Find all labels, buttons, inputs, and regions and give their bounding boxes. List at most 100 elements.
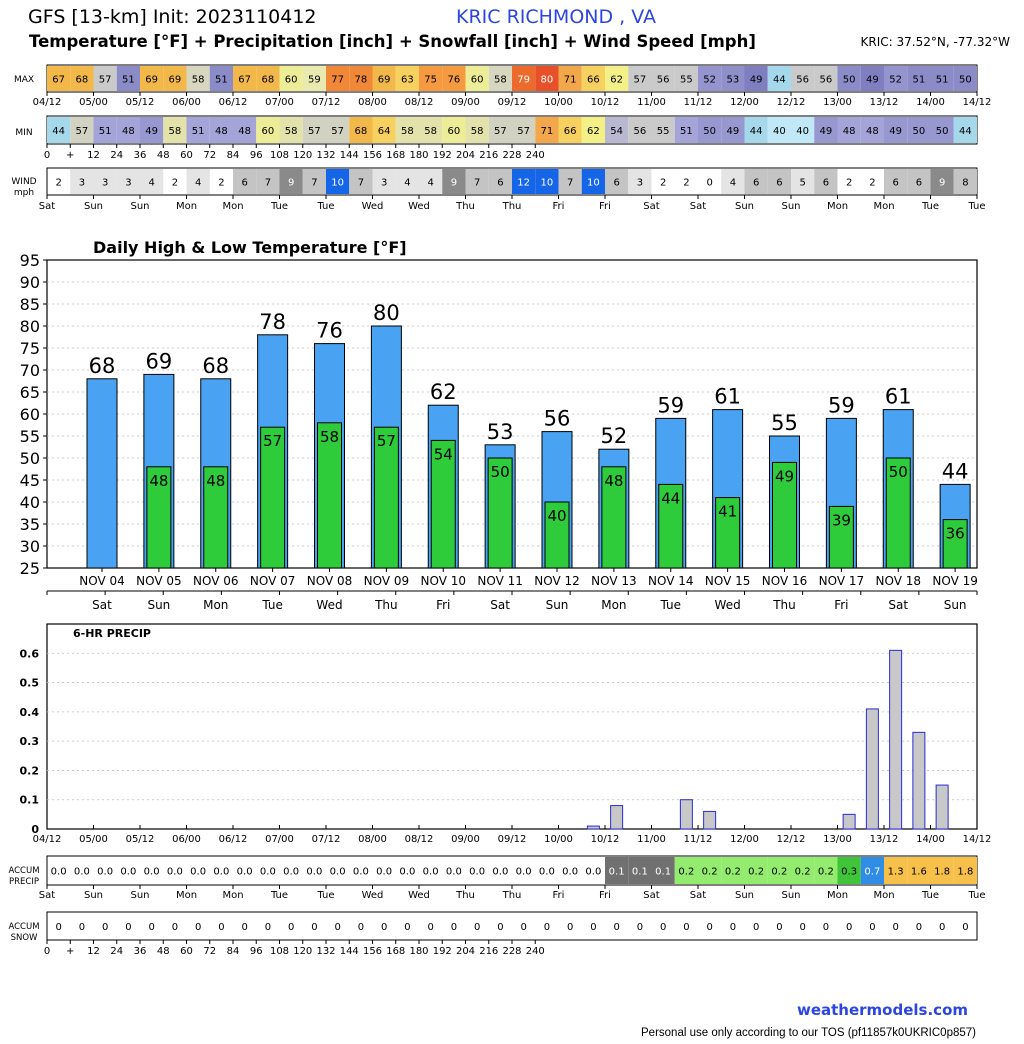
low-temp-bar: [430, 439, 456, 569]
min-strip-hour-label: 48: [157, 150, 170, 161]
min-strip-cell: [302, 117, 326, 143]
low-temp-bar: [203, 466, 229, 569]
min-strip-hour-label: 84: [227, 150, 240, 161]
wind-strip-value: 4: [195, 178, 201, 189]
temp-y-label: 30: [20, 537, 40, 556]
accum-snow-strip-value: 0: [195, 922, 201, 933]
min-strip-cell: [558, 117, 582, 143]
min-strip-value: 51: [192, 126, 205, 137]
high-temp-label: 62: [430, 380, 457, 404]
max-strip-value: 58: [192, 75, 205, 86]
accum-precip-strip-cell: [605, 857, 629, 884]
low-temp-bar: [601, 466, 627, 569]
site-link[interactable]: weathermodels.com: [796, 1001, 968, 1019]
temp-y-label: 40: [20, 493, 40, 512]
wind-strip-cell: [302, 169, 326, 194]
temp-x-label: NOV 16: [762, 574, 808, 588]
accum-precip-strip-value: 0.1: [655, 867, 671, 878]
max-strip-date-label: 06/12: [219, 97, 248, 108]
min-strip-value: 58: [285, 126, 298, 137]
precip-x-label: 11/00: [637, 834, 666, 845]
accum-snow-hour-label: 204: [456, 946, 475, 957]
accum-snow-strip-value: 0: [148, 922, 154, 933]
max-strip-cell: [605, 66, 629, 91]
wind-strip-value: 6: [497, 178, 503, 189]
low-temp-bar: [772, 461, 797, 569]
accum-precip-day-label: Mon: [176, 890, 197, 901]
min-strip-value: 57: [331, 126, 344, 137]
temp-y-label: 90: [20, 273, 40, 292]
min-strip-value: 44: [750, 126, 763, 137]
accum-snow-strip-value: 0: [753, 922, 759, 933]
precip-y-label: 0.5: [20, 677, 40, 690]
precip-x-label: 08/00: [358, 834, 387, 845]
wind-strip-cell: [512, 169, 536, 194]
accum-snow-strip-value: 0: [451, 922, 457, 933]
wind-strip-value: 7: [265, 178, 271, 189]
accum-snow-hour-label: +: [66, 946, 74, 957]
precip-bar: [889, 649, 903, 830]
accum-precip-day-label: Fri: [553, 890, 565, 901]
precip-x-label: 04/12: [33, 834, 62, 845]
high-temp-label: 80: [373, 301, 400, 325]
wind-strip-cell: [814, 169, 838, 194]
max-strip-value: 80: [541, 75, 554, 86]
accum-snow-hour-label: 168: [386, 946, 405, 957]
low-temp-bar: [715, 497, 741, 569]
max-strip-date-label: 04/12: [33, 97, 62, 108]
chart-subtitle: Temperature [°F] + Precipitation [inch] …: [29, 32, 756, 51]
min-strip-cell: [837, 117, 861, 143]
min-strip-value: 48: [122, 126, 135, 137]
accum-precip-strip-value: 0.0: [167, 867, 183, 878]
min-strip-cell: [116, 117, 140, 143]
min-strip-hour-label: 168: [386, 150, 405, 161]
accum-snow-strip-value: 0: [520, 922, 526, 933]
max-strip-cell: [767, 66, 791, 91]
wind-strip-cell: [349, 169, 373, 194]
min-strip-value: 49: [889, 126, 902, 137]
accum-precip-strip-value: 0.0: [423, 867, 439, 878]
accum-snow-strip-value: 0: [218, 922, 224, 933]
accum-precip-strip-value: 0.0: [492, 867, 508, 878]
wind-strip-cell: [140, 169, 164, 194]
max-strip-date-label: 13/00: [823, 97, 852, 108]
wind-strip-cell: [605, 169, 629, 194]
accum-snow-strip-value: 0: [265, 922, 271, 933]
wind-strip-cell: [953, 169, 977, 194]
min-strip-value: 40: [773, 126, 786, 137]
wind-strip-cell: [442, 169, 466, 194]
max-strip-value: 60: [471, 75, 484, 86]
wind-strip-value: 2: [55, 178, 61, 189]
min-strip-value: 50: [913, 126, 926, 137]
high-temp-label: 69: [146, 349, 173, 373]
precip-x-label: 07/00: [265, 834, 294, 845]
accum-precip-strip-value: 0.0: [353, 867, 369, 878]
precip-bar: [679, 799, 693, 830]
min-strip-hour-label: 228: [502, 150, 521, 161]
accum-precip-strip-cell: [860, 857, 884, 884]
max-strip-cell: [907, 66, 931, 91]
accum-snow-strip-value: 0: [125, 922, 131, 933]
max-strip-value: 62: [610, 75, 623, 86]
accum-snow-strip-value: 0: [172, 922, 178, 933]
min-strip-cell: [465, 117, 489, 143]
max-strip-cell: [674, 66, 698, 91]
accum-precip-day-label: Sat: [39, 890, 55, 901]
max-strip-cell: [581, 66, 605, 91]
wind-strip-value: 4: [148, 178, 154, 189]
min-strip-cell: [326, 117, 350, 143]
low-temp-bar: [828, 505, 854, 569]
max-strip-cell: [302, 66, 326, 91]
temp-x-label: NOV 15: [705, 574, 751, 588]
accum-precip-strip-cell: [791, 857, 815, 884]
accum-precip-strip-value: 0.3: [841, 867, 857, 878]
max-strip-value: 71: [564, 75, 577, 86]
accum-precip-strip-cell: [907, 857, 931, 884]
min-strip-hour-label: 60: [180, 150, 193, 161]
min-strip-value: 54: [610, 126, 623, 137]
max-strip-cell: [814, 66, 838, 91]
accum-precip-strip-value: 0.0: [213, 867, 229, 878]
max-strip-value: 57: [634, 75, 647, 86]
max-strip-date-label: 12/12: [777, 97, 806, 108]
accum-precip-day-label: Wed: [362, 890, 384, 901]
